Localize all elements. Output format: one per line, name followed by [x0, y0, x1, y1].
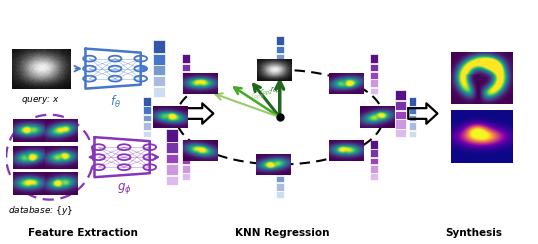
FancyBboxPatch shape [182, 79, 190, 87]
FancyBboxPatch shape [276, 36, 284, 45]
FancyBboxPatch shape [143, 97, 151, 106]
FancyBboxPatch shape [408, 131, 416, 137]
FancyBboxPatch shape [276, 61, 284, 69]
Text: Feature Extraction: Feature Extraction [29, 228, 138, 238]
Text: KNN Regression: KNN Regression [235, 228, 330, 238]
FancyBboxPatch shape [182, 88, 190, 94]
FancyBboxPatch shape [408, 122, 416, 130]
FancyBboxPatch shape [276, 54, 284, 61]
FancyBboxPatch shape [182, 72, 190, 79]
FancyBboxPatch shape [153, 87, 165, 97]
FancyBboxPatch shape [153, 40, 165, 53]
FancyBboxPatch shape [276, 158, 284, 166]
FancyBboxPatch shape [276, 175, 284, 182]
FancyBboxPatch shape [395, 101, 406, 110]
Text: query: $x$: query: $x$ [21, 94, 60, 106]
Text: $g_\phi$: $g_\phi$ [117, 182, 131, 196]
FancyBboxPatch shape [182, 140, 190, 149]
Text: database: $\{y\}$: database: $\{y\}$ [8, 204, 73, 217]
FancyBboxPatch shape [395, 119, 406, 129]
FancyBboxPatch shape [143, 131, 151, 137]
FancyBboxPatch shape [370, 64, 378, 71]
FancyBboxPatch shape [143, 106, 151, 114]
FancyBboxPatch shape [370, 88, 378, 94]
FancyBboxPatch shape [408, 97, 416, 106]
FancyBboxPatch shape [153, 65, 165, 75]
FancyBboxPatch shape [370, 149, 378, 157]
Text: $r_{op3}$: $r_{op3}$ [251, 91, 264, 102]
FancyBboxPatch shape [408, 106, 416, 114]
FancyBboxPatch shape [153, 76, 165, 86]
FancyBboxPatch shape [276, 183, 284, 191]
FancyBboxPatch shape [370, 79, 378, 87]
FancyBboxPatch shape [395, 111, 406, 119]
FancyBboxPatch shape [370, 72, 378, 79]
FancyBboxPatch shape [370, 140, 378, 149]
FancyBboxPatch shape [276, 191, 284, 198]
FancyBboxPatch shape [166, 142, 178, 153]
FancyBboxPatch shape [143, 115, 151, 122]
FancyBboxPatch shape [276, 46, 284, 53]
FancyBboxPatch shape [143, 122, 151, 130]
FancyBboxPatch shape [395, 90, 406, 100]
FancyBboxPatch shape [182, 54, 190, 63]
FancyBboxPatch shape [395, 129, 406, 137]
FancyBboxPatch shape [276, 70, 284, 77]
FancyBboxPatch shape [166, 154, 178, 163]
FancyBboxPatch shape [370, 54, 378, 63]
FancyBboxPatch shape [166, 129, 178, 142]
FancyBboxPatch shape [166, 164, 178, 175]
Text: $r_{op1}$: $r_{op1}$ [270, 84, 283, 96]
FancyBboxPatch shape [370, 173, 378, 180]
Text: $r_{op2}$: $r_{op2}$ [260, 87, 273, 98]
FancyBboxPatch shape [370, 165, 378, 173]
FancyBboxPatch shape [182, 149, 190, 157]
Text: Synthesis: Synthesis [445, 228, 502, 238]
FancyBboxPatch shape [276, 167, 284, 175]
FancyBboxPatch shape [166, 176, 178, 185]
FancyBboxPatch shape [408, 115, 416, 122]
FancyBboxPatch shape [153, 54, 165, 65]
FancyBboxPatch shape [182, 165, 190, 173]
FancyBboxPatch shape [182, 173, 190, 180]
FancyBboxPatch shape [182, 158, 190, 164]
FancyBboxPatch shape [182, 64, 190, 71]
FancyBboxPatch shape [370, 158, 378, 164]
Text: $f_\theta$: $f_\theta$ [110, 94, 121, 110]
